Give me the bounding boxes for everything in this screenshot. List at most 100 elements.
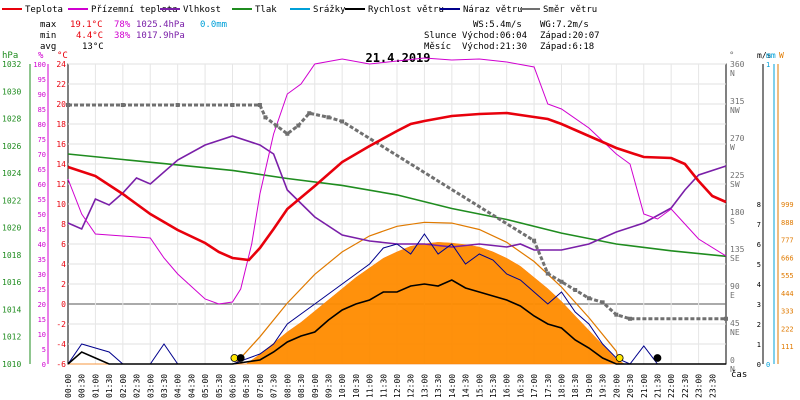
humidity-tick-label: 60 <box>38 181 46 189</box>
time-tick-label: 14:30 <box>462 374 471 398</box>
stat-avg-temp: 13°C <box>82 42 104 52</box>
legend: Teplota Přízemní teplota Vlhkost Tlak Srážky… <box>2 5 597 15</box>
solar-tick-label: 999 <box>781 201 794 209</box>
legend-label: Rychlost větru <box>368 5 444 15</box>
temperature-tick-label: 4 <box>61 260 66 269</box>
humidity-tick-label: 70 <box>38 151 46 159</box>
humidity-tick-label: 30 <box>38 271 46 279</box>
temperature-line <box>67 111 727 262</box>
time-tick-label: 20:00 <box>612 374 621 398</box>
stat-min-press: 1017.9hPa <box>136 31 185 41</box>
info-sun-set: Západ:20:07 <box>540 31 600 41</box>
humidity-line <box>67 135 727 251</box>
time-tick-label: 03:30 <box>160 374 169 398</box>
direction-tick-deg: 0 <box>730 356 735 365</box>
temperature-tick-label: 8 <box>61 220 66 229</box>
wind-axis-unit: m/s <box>757 51 772 60</box>
humidity-tick-label: 50 <box>38 211 46 219</box>
wind-direction-point <box>724 316 728 321</box>
humidity-tick-label: 90 <box>38 91 46 99</box>
temperature-tick-label: 2 <box>61 280 66 289</box>
time-tick-label: 23:00 <box>695 374 704 398</box>
pressure-tick-label: 1022 <box>2 196 21 205</box>
legend-label: Směr větru <box>543 5 597 15</box>
temperature-axis-unit: °C <box>57 51 68 61</box>
direction-tick-dir: SE <box>730 254 740 263</box>
time-tick-label: 10:30 <box>352 374 361 398</box>
time-tick-label: 18:30 <box>571 374 580 398</box>
solar-tick-label: 111 <box>781 343 794 351</box>
wind-tick-label: 4 <box>757 281 761 289</box>
info-sun-label: Slunce <box>424 31 457 41</box>
time-tick-label: 22:00 <box>667 374 676 398</box>
time-tick-label: 16:00 <box>503 374 512 398</box>
solar-axis-unit: W <box>779 51 784 60</box>
stat-min-hum: 38% <box>114 31 131 41</box>
humidity-tick-label: 65 <box>38 166 46 174</box>
wind-direction-point <box>559 279 564 284</box>
humidity-tick-label: 45 <box>38 226 46 234</box>
time-tick-label: 00:30 <box>78 374 87 398</box>
time-tick-label: 07:30 <box>270 374 279 398</box>
temperature-tick-label: -2 <box>56 320 66 329</box>
ground-temperature-line <box>67 57 727 305</box>
info-sun-rise: Východ:06:04 <box>462 31 527 41</box>
temperature-tick-label: 22 <box>56 80 66 89</box>
time-tick-label: 18:00 <box>558 374 567 398</box>
time-tick-label: 01:00 <box>91 374 100 398</box>
time-tick-label: 10:00 <box>338 374 347 398</box>
moonset-marker <box>236 354 245 362</box>
info-moon-rise: Východ:21:30 <box>462 42 527 52</box>
time-tick-label: 05:00 <box>201 374 210 398</box>
legend-label: Náraz větru <box>463 5 523 15</box>
temperature-tick-label: 12 <box>56 180 66 189</box>
direction-tick-deg: 135 <box>730 245 745 254</box>
wind-tick-label: 6 <box>757 241 761 249</box>
time-tick-label: 05:30 <box>215 374 224 398</box>
chart-title: 21.4.2019 <box>365 51 430 65</box>
humidity-tick-label: 85 <box>38 106 46 114</box>
solar-tick-label: 666 <box>781 254 794 262</box>
pressure-tick-label: 1026 <box>2 142 21 151</box>
temperature-tick-label: 0 <box>61 300 66 309</box>
stat-max-label: max <box>40 20 57 30</box>
temperature-tick-label: 20 <box>56 100 66 109</box>
solar-tick-label: 444 <box>781 290 794 298</box>
temperature-tick-label: 24 <box>56 60 66 69</box>
time-tick-label: 17:00 <box>530 374 539 398</box>
stat-max-hum: 78% <box>114 20 131 30</box>
legend-label: Tlak <box>255 5 277 15</box>
humidity-tick-label: 35 <box>38 256 46 264</box>
time-tick-label: 13:30 <box>434 374 443 398</box>
direction-tick-deg: 90 <box>730 282 740 291</box>
time-tick-label: 21:30 <box>653 374 662 398</box>
time-tick-label: 02:30 <box>133 374 142 398</box>
pressure-tick-label: 1016 <box>2 278 21 287</box>
direction-tick-deg: 360 <box>730 60 745 69</box>
direction-tick-dir: N <box>730 365 735 374</box>
time-tick-label: 21:00 <box>640 374 649 398</box>
solar-tick-label: 888 <box>781 219 794 227</box>
wind-direction-point <box>285 131 290 136</box>
temperature-tick-label: 10 <box>56 200 66 209</box>
time-tick-label: 14:00 <box>448 374 457 398</box>
direction-tick-dir: E <box>730 291 735 300</box>
solar-tick-label: 222 <box>781 325 794 333</box>
wind-tick-label: 8 <box>757 201 761 209</box>
temperature-tick-label: 14 <box>56 160 66 169</box>
pressure-tick-label: 1032 <box>2 60 21 69</box>
time-tick-label: 02:00 <box>119 374 128 398</box>
time-tick-label: 11:00 <box>366 374 375 398</box>
rain-tick-label: 1 <box>766 61 770 69</box>
direction-tick-dir: N <box>730 69 735 78</box>
wind-tick-label: 5 <box>757 261 761 269</box>
time-tick-label: 17:30 <box>544 374 553 398</box>
time-tick-label: 00:00 <box>64 374 73 398</box>
humidity-tick-label: 80 <box>38 121 46 129</box>
humidity-tick-label: 95 <box>38 76 46 84</box>
humidity-tick-label: 20 <box>38 301 46 309</box>
time-tick-label: 06:30 <box>242 374 251 398</box>
time-tick-label: 04:30 <box>187 374 196 398</box>
solar-tick-label: 333 <box>781 308 794 316</box>
